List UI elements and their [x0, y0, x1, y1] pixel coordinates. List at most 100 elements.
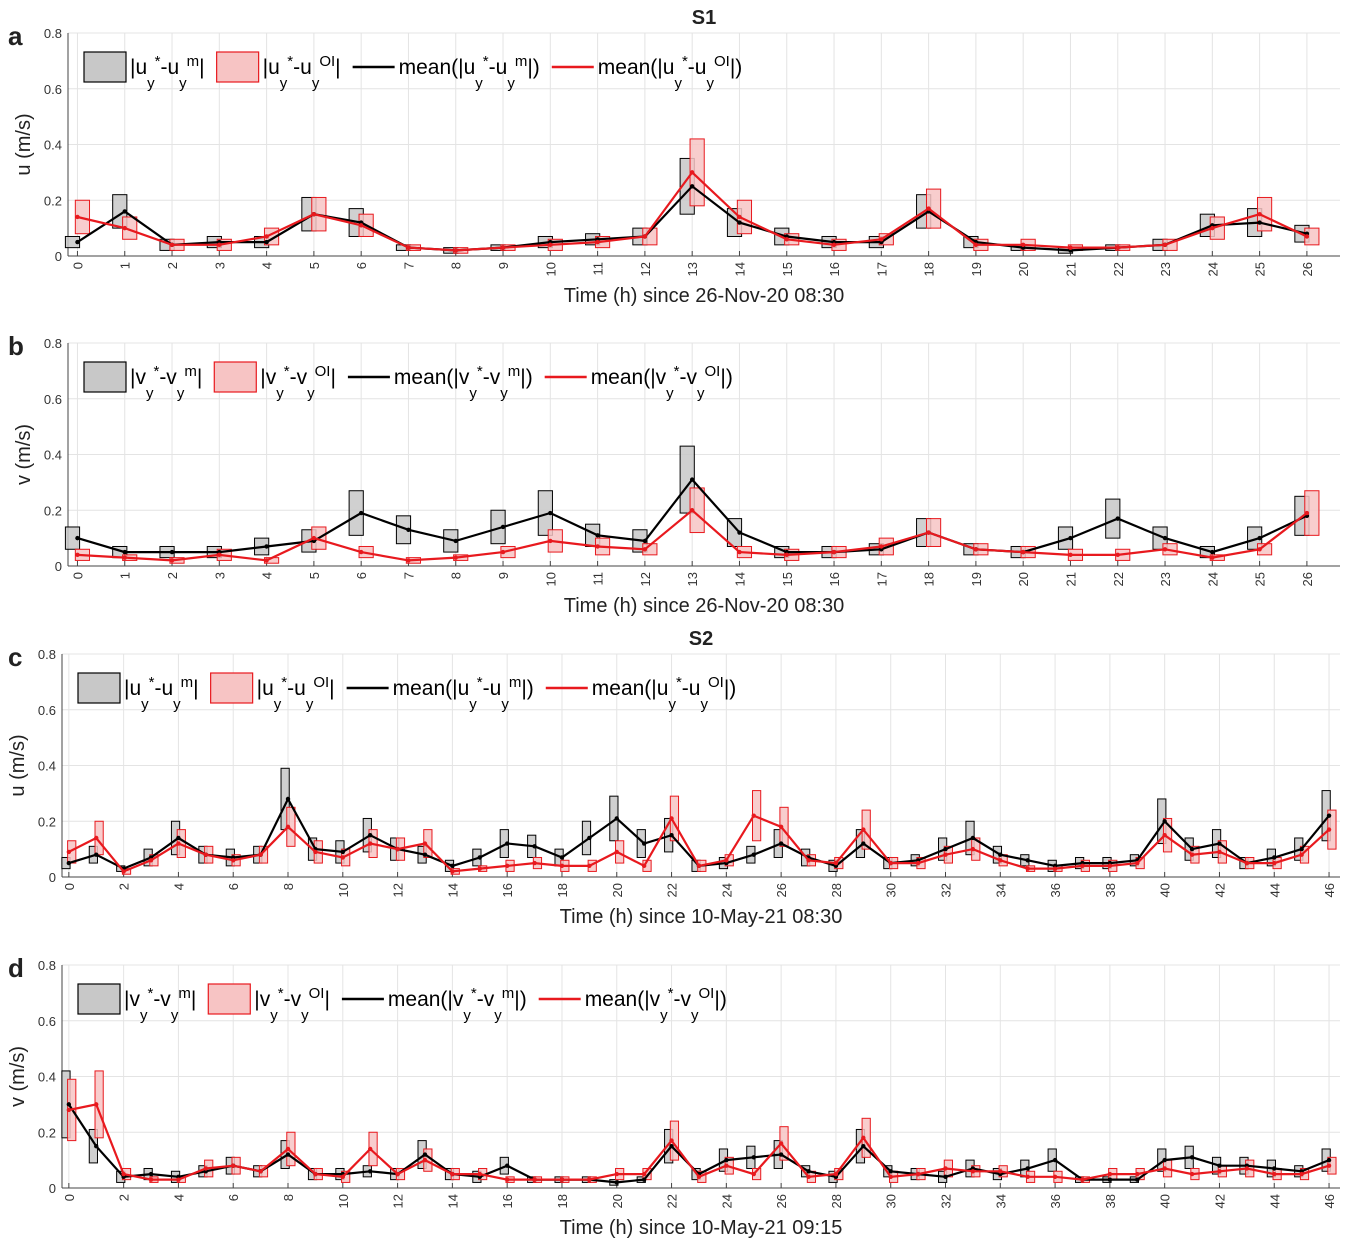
mean-marker [778, 1141, 784, 1146]
mean-marker [1326, 813, 1332, 818]
mean-marker [642, 538, 648, 544]
x-tick-label: 16 [827, 262, 842, 276]
mean-marker [778, 1152, 784, 1157]
mean-marker [122, 209, 127, 214]
mean-marker [724, 1157, 729, 1163]
mean-marker [285, 1146, 291, 1152]
x-tick-label: 3 [212, 262, 227, 269]
mean-marker [669, 816, 674, 821]
mean-marker [689, 508, 695, 513]
mean-marker [504, 1163, 510, 1168]
mean-marker [504, 841, 510, 846]
mean-marker [926, 530, 931, 535]
x-tick-label: 24 [719, 1194, 734, 1208]
x-tick-label: 12 [391, 883, 406, 897]
mean-marker [66, 1102, 72, 1107]
mean-marker [669, 1143, 674, 1149]
y-axis-label: u (m/s) [7, 734, 29, 796]
mean-marker [833, 860, 839, 866]
x-tick-label: 10 [336, 1194, 351, 1208]
mean-marker [477, 866, 482, 871]
x-tick-label: 4 [260, 262, 275, 269]
mean-marker [500, 245, 506, 250]
legend-label: mean(|vy​*​-vy​m​|) [394, 363, 533, 402]
x-tick-label: 13 [685, 262, 700, 276]
y-tick-label: 0.4 [38, 759, 56, 774]
mean-marker [861, 841, 866, 846]
x-tick-label: 16 [827, 572, 842, 586]
mean-marker [121, 869, 126, 874]
mean-marker [689, 184, 695, 189]
mean-marker [724, 858, 729, 863]
panel-label: c [8, 642, 22, 672]
legend-swatch [213, 361, 257, 393]
mean-marker [1025, 1166, 1030, 1171]
mean-marker [367, 1146, 373, 1152]
mean-marker [169, 558, 175, 563]
y-tick-label: 0.8 [44, 336, 62, 351]
x-tick-label: 40 [1158, 1194, 1173, 1208]
mean-marker [1162, 547, 1168, 552]
x-tick-label: 10 [543, 572, 558, 586]
x-tick-label: 7 [401, 262, 416, 269]
x-tick-label: 6 [226, 883, 241, 890]
y-tick-label: 0.2 [38, 814, 56, 829]
mean-marker [1272, 860, 1277, 866]
mean-marker [943, 852, 948, 857]
mean-marker [1025, 858, 1030, 863]
mean-marker [998, 852, 1003, 857]
mean-marker [1217, 1169, 1222, 1174]
mean-marker [879, 237, 884, 242]
legend-label: mean(|vy​*​-vy​OI​|) [591, 363, 733, 402]
x-tick-label: 18 [555, 1194, 570, 1208]
mean-marker [1299, 852, 1304, 857]
legend-label: mean(|uy​*​-uy​m​|) [393, 674, 534, 713]
x-axis-label: Time (h) since 10-May-21 08:30 [560, 906, 843, 928]
x-tick-label: 0 [70, 262, 85, 269]
mean-marker [669, 1138, 674, 1143]
panel: 00.20.40.60.80 2 4 6 8 10 12 14 16 18 20 22 24 26 28 30… [7, 628, 1340, 928]
mean-marker [806, 858, 811, 863]
x-tick-label: 19 [969, 572, 984, 586]
mean-marker [1189, 1171, 1195, 1177]
x-tick-label: 16 [500, 883, 515, 897]
mean-marker [122, 225, 127, 231]
mean-marker [737, 530, 742, 535]
x-tick-label: 6 [226, 1194, 241, 1201]
y-tick-label: 0.2 [44, 503, 62, 518]
x-tick-label: 18 [922, 262, 937, 276]
legend-swatch [210, 672, 254, 704]
x-tick-label: 42 [1212, 883, 1227, 897]
y-tick-label: 0.8 [44, 26, 62, 41]
mean-marker [258, 852, 263, 857]
mean-marker [595, 533, 600, 538]
y-tick-label: 0.6 [38, 1014, 56, 1029]
legend-swatch [216, 51, 260, 83]
mean-marker [751, 1155, 756, 1160]
mean-marker [148, 1177, 154, 1182]
x-tick-label: 8 [281, 1194, 296, 1201]
x-axis-label: Time (h) since 26-Nov-20 08:30 [564, 595, 845, 617]
mean-marker [737, 220, 742, 225]
legend-label: |uy​*​-uy​m​| [124, 674, 199, 713]
legend-label: mean(|uy​*​-uy​OI​|) [592, 674, 737, 713]
mean-marker [122, 555, 127, 560]
mean-marker [784, 237, 789, 242]
mean-marker [66, 1107, 72, 1113]
mean-marker [1020, 242, 1026, 248]
panel-title: S2 [689, 628, 713, 650]
x-tick-label: 9 [496, 572, 511, 579]
mean-marker [1162, 832, 1167, 838]
mean-marker [217, 242, 222, 248]
x-tick-label: 20 [610, 883, 625, 897]
mean-marker [340, 849, 346, 855]
mean-marker [406, 245, 411, 250]
mean-marker [422, 841, 428, 846]
panel-label: b [8, 331, 24, 361]
mean-marker [504, 863, 510, 869]
x-tick-label: 8 [281, 883, 296, 890]
mean-marker [75, 535, 80, 541]
mean-marker [1304, 510, 1310, 516]
mean-marker [477, 855, 482, 860]
